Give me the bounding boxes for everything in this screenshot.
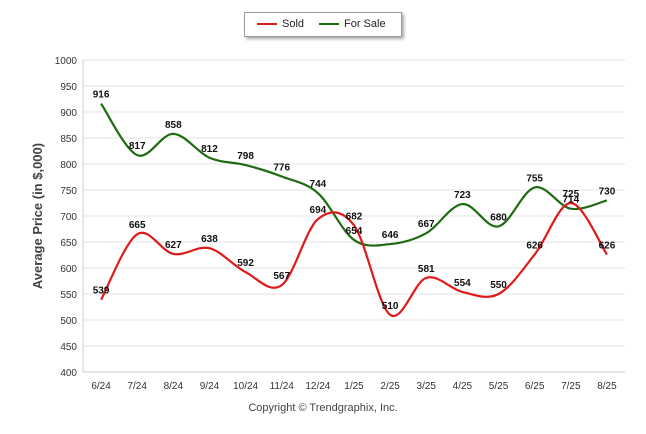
- series-line-sold: [100, 201, 608, 318]
- x-tick-label: 4/25: [453, 381, 473, 392]
- x-tick-label: 11/24: [270, 381, 295, 392]
- data-label-for-sale: 916: [93, 90, 110, 101]
- copyright-text: Copyright © Trendgraphix, Inc.: [248, 402, 398, 414]
- data-label-sold: 510: [382, 301, 399, 312]
- data-label-for-sale: 755: [526, 173, 543, 184]
- legend-swatch-sold: [257, 23, 277, 26]
- data-label-for-sale: 817: [129, 141, 146, 152]
- data-label-sold: 539: [93, 286, 110, 297]
- data-label-for-sale: 680: [490, 212, 507, 223]
- x-tick-label: 3/25: [417, 381, 437, 392]
- data-label-for-sale: 723: [454, 190, 471, 201]
- x-tick-label: 8/25: [597, 381, 617, 392]
- y-tick-label: 750: [60, 186, 77, 197]
- data-label-for-sale: 776: [273, 162, 290, 173]
- legend-label-sold: Sold: [282, 18, 305, 30]
- data-label-sold: 581: [418, 264, 435, 275]
- legend-item-for-sale: For Sale: [319, 18, 386, 30]
- y-tick-label: 450: [60, 342, 77, 353]
- data-label-for-sale: 714: [562, 195, 579, 206]
- data-label-for-sale: 798: [237, 151, 254, 162]
- data-label-sold: 665: [129, 220, 146, 231]
- data-label-sold: 550: [490, 280, 507, 291]
- x-tick-label: 7/24: [127, 381, 147, 392]
- x-tick-label: 5/25: [489, 381, 509, 392]
- x-tick-label: 7/25: [561, 381, 581, 392]
- y-tick-label: 950: [60, 82, 77, 93]
- y-tick-label: 800: [60, 160, 77, 171]
- y-tick-label: 600: [60, 264, 77, 275]
- data-label-sold: 626: [599, 240, 616, 251]
- y-tick-label: 900: [60, 108, 77, 119]
- x-tick-label: 9/24: [200, 381, 220, 392]
- x-tick-label: 6/24: [91, 381, 111, 392]
- data-label-sold: 682: [346, 211, 363, 222]
- y-tick-label: 550: [60, 290, 77, 301]
- data-label-sold: 627: [165, 240, 182, 251]
- data-label-sold: 567: [273, 271, 290, 282]
- data-label-for-sale: 858: [165, 120, 182, 131]
- x-tick-label: 6/25: [525, 381, 545, 392]
- legend-swatch-for-sale: [319, 23, 339, 26]
- data-label-for-sale: 812: [201, 144, 218, 155]
- y-tick-label: 650: [60, 238, 77, 249]
- x-tick-label: 2/25: [380, 381, 400, 392]
- data-label-sold: 554: [454, 278, 471, 289]
- y-tick-label: 700: [60, 212, 77, 223]
- data-label-sold: 694: [310, 205, 327, 216]
- y-axis-label: Average Price (in $,000): [30, 143, 45, 289]
- y-tick-label: 400: [60, 368, 77, 379]
- series-line-for-sale: [100, 103, 608, 247]
- legend-item-sold: Sold: [257, 18, 304, 30]
- data-label-for-sale: 730: [599, 186, 616, 197]
- chart-legend: Sold For Sale: [244, 12, 402, 37]
- y-tick-label: 1000: [55, 56, 78, 67]
- x-tick-label: 10/24: [233, 381, 258, 392]
- data-label-sold: 626: [526, 240, 543, 251]
- data-label-for-sale: 654: [346, 226, 363, 237]
- x-tick-label: 12/24: [305, 381, 330, 392]
- x-tick-label: 8/24: [164, 381, 184, 392]
- y-tick-label: 500: [60, 316, 77, 327]
- legend-label-for-sale: For Sale: [344, 18, 386, 30]
- data-label-sold: 725: [562, 189, 579, 200]
- data-label-for-sale: 667: [418, 219, 435, 230]
- data-label-sold: 638: [201, 234, 218, 245]
- data-label-for-sale: 646: [382, 230, 399, 241]
- data-label-for-sale: 744: [310, 179, 327, 190]
- y-tick-label: 850: [60, 134, 77, 145]
- x-tick-label: 1/25: [344, 381, 364, 392]
- data-label-sold: 592: [237, 258, 254, 269]
